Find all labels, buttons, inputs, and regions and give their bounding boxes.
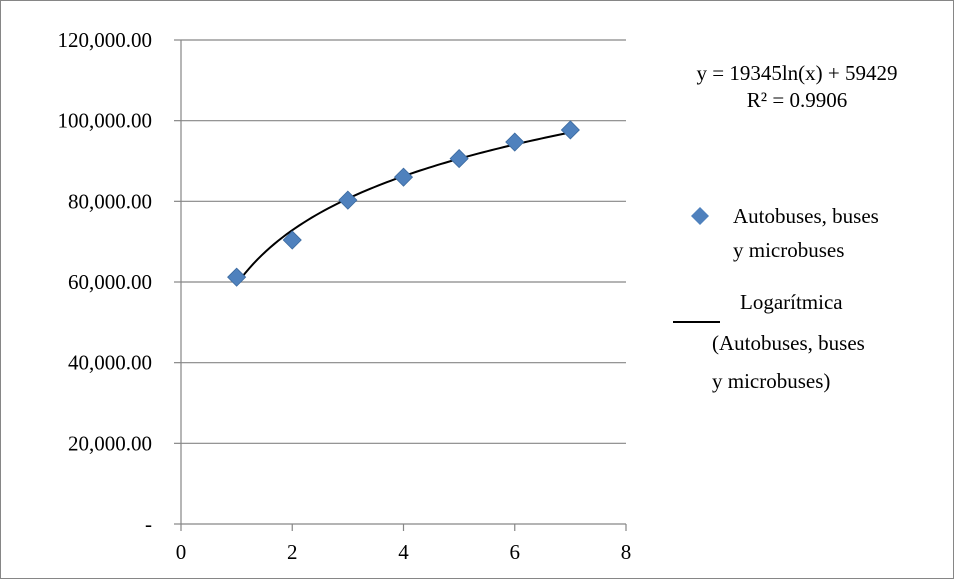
x-tick-labels: 0 2 4 6 8 — [176, 540, 632, 564]
x-tick-label-0: 0 — [176, 540, 187, 564]
legend-series-label-line2: y microbuses — [733, 238, 844, 262]
y-tick-labels: - 20,000.00 40,000.00 60,000.00 80,000.00 100… — [58, 28, 153, 536]
x-tick-label-3: 6 — [510, 540, 521, 564]
data-point-7 — [560, 120, 580, 140]
data-point-6 — [505, 132, 525, 152]
x-tick-label-4: 8 — [621, 540, 632, 564]
data-point-2 — [282, 230, 302, 250]
data-point-5 — [449, 149, 469, 169]
legend-trend-label-line1: Logarítmica — [740, 290, 843, 314]
y-tick-label-5: 100,000.00 — [58, 109, 153, 133]
y-tick-label-4: 80,000.00 — [68, 189, 152, 213]
x-tick-label-2: 4 — [398, 540, 409, 564]
axes — [174, 39, 627, 531]
y-tick-label-3: 60,000.00 — [68, 270, 152, 294]
legend: Autobuses, buses y microbuses Logarítmic… — [673, 204, 879, 393]
data-points — [227, 120, 580, 287]
legend-diamond-marker — [691, 207, 709, 225]
legend-item-series: Autobuses, buses y microbuses — [691, 204, 879, 262]
data-point-4 — [393, 167, 414, 187]
y-tick-label-2: 40,000.00 — [68, 351, 152, 375]
gridlines — [181, 39, 626, 444]
data-point-3 — [338, 190, 358, 210]
x-tick-label-1: 2 — [287, 540, 298, 564]
data-point-1 — [227, 267, 247, 287]
legend-trend-label-line2: (Autobuses, buses — [712, 331, 865, 355]
legend-series-label-line1: Autobuses, buses — [733, 204, 879, 228]
y-tick-label-6: 120,000.00 — [58, 28, 153, 52]
y-tick-label-1: 20,000.00 — [68, 431, 152, 455]
y-tick-label-0: - — [145, 512, 152, 536]
trendline-equation: y = 19345ln(x) + 59429 R² = 0.9906 — [696, 61, 897, 112]
logarithmic-trendline — [235, 131, 571, 285]
legend-trend-label-line3: y microbuses) — [712, 369, 830, 393]
equation-label: y = 19345ln(x) + 59429 — [696, 61, 897, 85]
legend-item-trendline: Logarítmica (Autobuses, buses y microbus… — [673, 290, 865, 393]
r-squared-label: R² = 0.9906 — [747, 88, 847, 112]
